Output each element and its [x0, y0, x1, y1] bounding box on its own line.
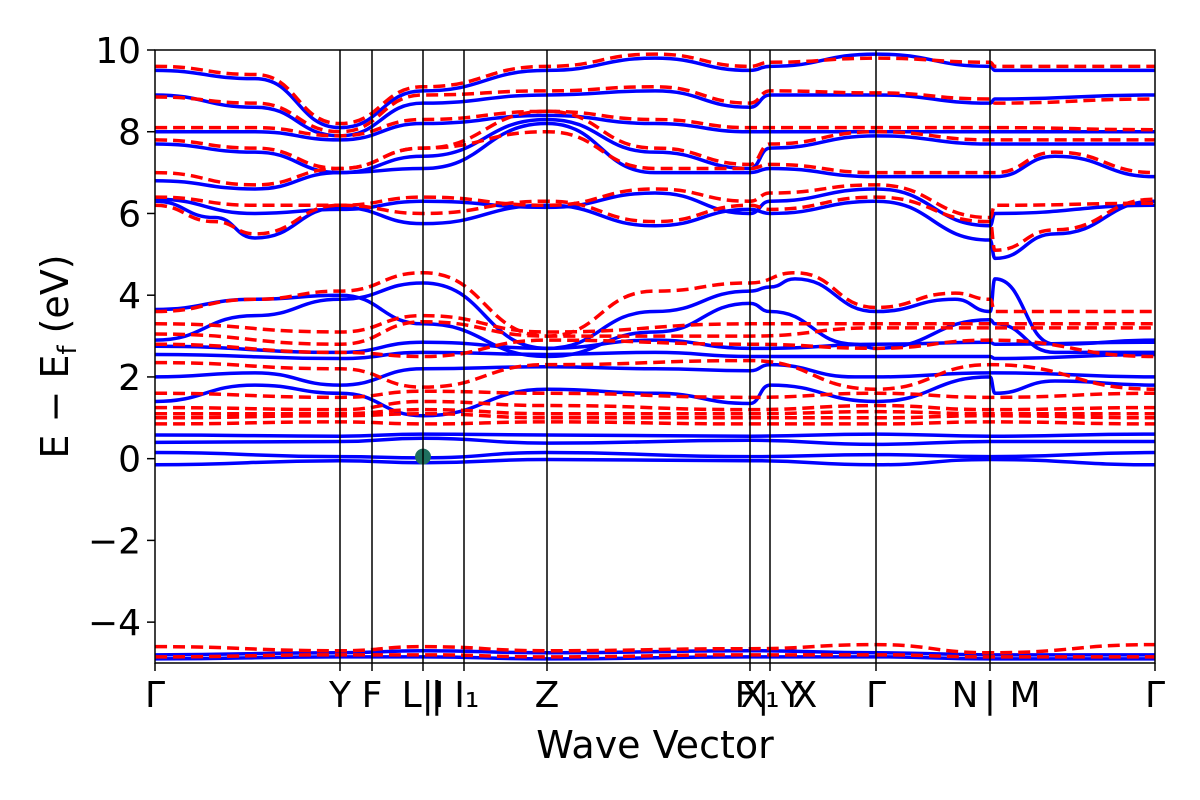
x-axis-title: Wave Vector — [536, 723, 774, 767]
x-tick-label: X₁ — [740, 675, 779, 716]
y-ticks: −4 −2 0 2 4 6 8 10 — [88, 31, 155, 644]
plot-frame — [154, 49, 1156, 664]
band-spin-up-0 — [155, 457, 1155, 467]
x-tick-label: F — [735, 675, 756, 716]
x-tick-label: Z — [535, 675, 560, 716]
y-tick-label: 10 — [95, 31, 141, 72]
x-tick-label: N — [952, 675, 979, 716]
band-spin-down-36 — [155, 642, 1155, 655]
y-tick-label: −2 — [88, 521, 141, 562]
y-axis-title: E − Ef (eV) — [33, 254, 83, 458]
y-tick-label: 4 — [118, 276, 141, 317]
x-tick-label: M — [1009, 675, 1040, 716]
band-spin-down-22 — [155, 399, 1155, 412]
x-tick-label: Y — [328, 675, 352, 716]
x-tick-label: Γ — [1145, 675, 1165, 716]
band-spin-up-10 — [155, 199, 1155, 261]
x-tick-label: L|I — [402, 675, 445, 716]
kpoint-lines — [339, 50, 991, 663]
x-tick-label: F — [362, 675, 383, 716]
band-spin-down-33 — [155, 109, 1155, 138]
y-tick-label: 0 — [118, 440, 141, 481]
y-tick-label: 6 — [118, 194, 141, 235]
series-layer — [155, 52, 1155, 661]
band-spin-up-2 — [155, 436, 1155, 447]
x-tick-label: | — [984, 675, 996, 716]
y-tick-label: 8 — [118, 113, 141, 154]
x-tick-label: | Y — [757, 675, 804, 716]
band-spin-down-34 — [155, 85, 1155, 134]
band-spin-up-14 — [155, 113, 1155, 142]
x-ticks: Γ Y F L|I| I₁ Z FX₁| YX Γ N | M Γ — [145, 663, 1165, 716]
band-spin-down-25 — [155, 338, 1155, 359]
x-tick-label: | I₁ — [431, 675, 480, 716]
band-spin-up-7 — [155, 338, 1155, 355]
band-spin-down-29 — [155, 195, 1155, 252]
band-spin-up-3 — [155, 432, 1155, 438]
band-spin-up-8 — [155, 277, 1155, 351]
band-spin-up-1 — [155, 450, 1155, 460]
x-tick-label: Γ — [866, 675, 886, 716]
band-spin-down-19 — [155, 420, 1155, 426]
y-tick-label: −4 — [88, 603, 141, 644]
x-tick-label: X — [793, 675, 818, 716]
x-tick-label: Γ — [145, 675, 165, 716]
band-spin-up-6 — [155, 350, 1155, 361]
band-spin-down-32 — [155, 109, 1155, 171]
y-tick-label: 2 — [118, 358, 141, 399]
band-spin-down-24 — [155, 358, 1155, 391]
